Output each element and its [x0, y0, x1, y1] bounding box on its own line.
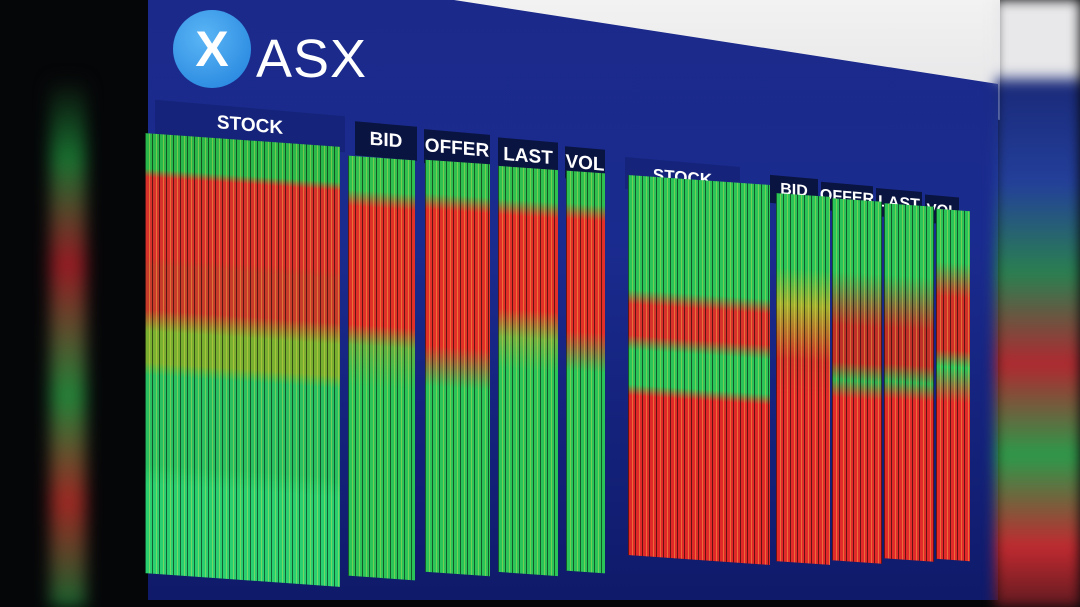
logo-text: ASX — [256, 29, 368, 89]
background-blur-left — [50, 80, 86, 607]
stock-column — [145, 133, 340, 587]
header-bid: BID — [355, 121, 417, 161]
vol-column-right — [936, 208, 970, 562]
offer-column-right — [832, 198, 882, 564]
logo-mark: X — [195, 21, 229, 77]
vol-column — [566, 170, 605, 574]
last-column — [498, 165, 558, 577]
bid-column-right — [776, 193, 830, 565]
bid-column — [348, 155, 415, 581]
offer-column — [425, 159, 490, 577]
stock-column-right — [628, 175, 770, 565]
last-column-right — [884, 203, 934, 562]
background-blur-right — [995, 0, 1080, 607]
asx-logo-icon: X — [173, 10, 251, 88]
